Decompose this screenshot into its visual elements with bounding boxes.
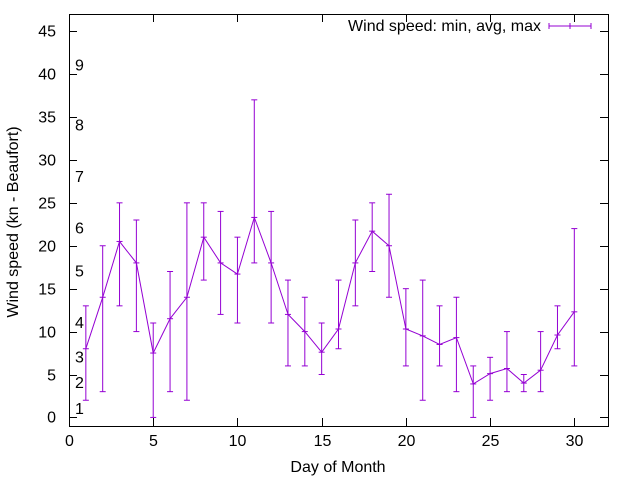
x-tick-label: 10: [229, 433, 247, 450]
x-axis-label: Day of Month: [290, 459, 385, 476]
error-bar: [318, 322, 325, 375]
beaufort-label: 3: [75, 349, 84, 366]
error-bar: [503, 331, 510, 393]
beaufort-label: 1: [75, 401, 84, 418]
y-tick-label: 40: [38, 67, 56, 84]
y-tick-label: 0: [47, 410, 56, 427]
beaufort-label: 2: [75, 375, 84, 392]
x-tick-label: 25: [482, 433, 500, 450]
y-axis-label: Wind speed (kn - Beaufort): [5, 126, 22, 317]
error-bar: [133, 219, 140, 333]
error-bar: [183, 202, 190, 401]
error-bar: [99, 245, 106, 393]
error-bar: [251, 99, 258, 264]
legend: Wind speed: min, avg, max: [348, 18, 592, 35]
error-bar: [554, 305, 561, 350]
error-bar: [436, 305, 443, 367]
y-tick-label: 30: [38, 153, 56, 170]
avg-line-layer: [82, 215, 578, 385]
beaufort-label: 9: [75, 58, 84, 75]
error-bar: [234, 236, 241, 324]
beaufort-label: 5: [75, 264, 84, 281]
error-bar: [571, 228, 578, 367]
error-bar: [470, 365, 477, 418]
y-tick-label: 45: [38, 24, 56, 41]
x-tick-label: 20: [398, 433, 416, 450]
error-bar: [419, 279, 426, 401]
legend-label: Wind speed: min, avg, max: [348, 18, 541, 35]
error-bar: [284, 279, 291, 367]
beaufort-scale-labels: 1 2 3 4 5 6 7 8 9: [75, 58, 84, 418]
error-bar: [487, 356, 494, 401]
error-bar: [537, 331, 544, 393]
x-tick-label: 0: [65, 433, 74, 450]
error-bar: [453, 296, 460, 393]
y-tick-label: 25: [38, 196, 56, 213]
error-bar: [150, 322, 157, 418]
x-tick-label: 15: [314, 433, 332, 450]
error-bar: [200, 202, 207, 281]
x-axis-ticks: 0 5 10 15 20 25 30: [65, 14, 584, 450]
y-tick-label: 5: [47, 368, 56, 385]
beaufort-label: 4: [75, 315, 84, 332]
legend-sample: [548, 23, 592, 29]
error-bar: [167, 271, 174, 393]
beaufort-label: 8: [75, 118, 84, 135]
error-bar: [335, 279, 342, 350]
error-bar: [116, 202, 123, 307]
error-bar: [369, 202, 376, 272]
x-tick-label: 5: [149, 433, 158, 450]
y-tick-label: 10: [38, 325, 56, 342]
plot-frame: [69, 14, 609, 427]
error-bar: [82, 305, 89, 401]
error-bars: [82, 99, 578, 418]
x-tick-label: 30: [566, 433, 584, 450]
avg-line: [85, 215, 575, 385]
beaufort-label: 6: [75, 221, 84, 238]
error-bar: [268, 210, 275, 324]
y-tick-label: 20: [38, 239, 56, 256]
beaufort-label: 7: [75, 169, 84, 186]
y-tick-label: 15: [38, 282, 56, 299]
y-tick-label: 35: [38, 110, 56, 127]
